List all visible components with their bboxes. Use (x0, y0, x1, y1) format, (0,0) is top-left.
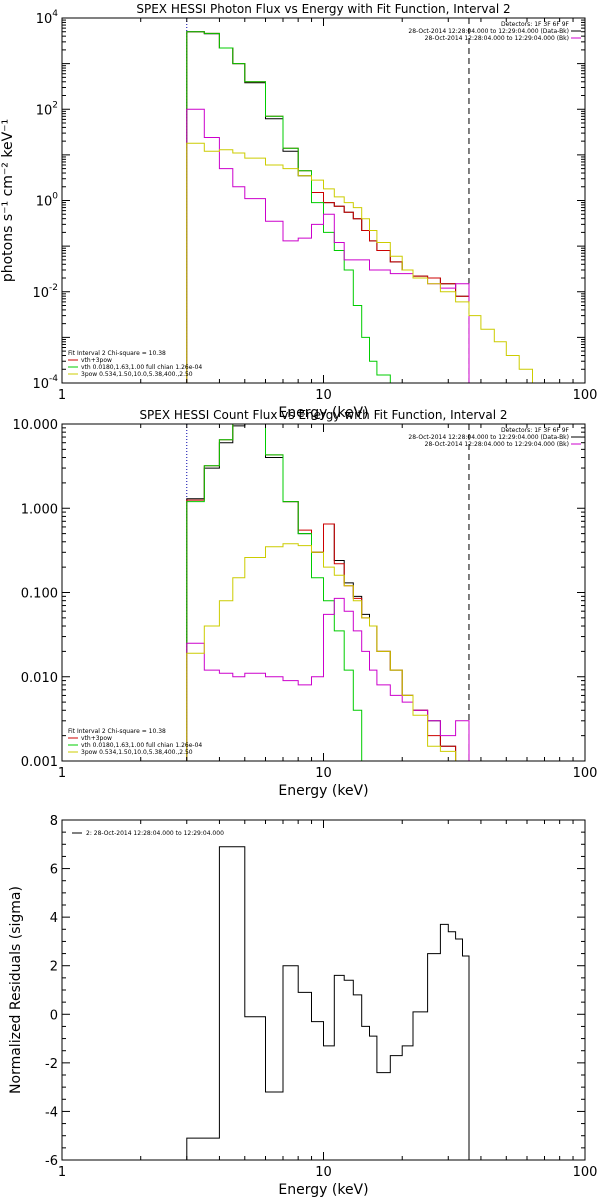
legend-entry: 28-Oct-2014 12:28:04.000 to 12:29:04.000… (425, 35, 569, 42)
chart-title: SPEX HESSI Count Flux vs Energy with Fit… (139, 408, 507, 422)
legend-entry: Detectors: 1F 3F 6F 9F (501, 427, 570, 434)
legend-entry: Detectors: 1F 3F 6F 9F (501, 21, 570, 28)
x-tick-label: 10 (315, 766, 332, 781)
y-tick-label: 4 (50, 911, 58, 926)
y-tick-label: 104 (36, 9, 59, 27)
legend-entry: Fit Interval 2 Chi-square = 10.38 (68, 728, 166, 735)
y-tick-label: 10-4 (32, 374, 58, 392)
y-tick-label: -2 (45, 1057, 58, 1072)
legend-entry: 2: 28-Oct-2014 12:28:04.000 to 12:29:04.… (86, 830, 224, 837)
x-tick-label: 10 (315, 388, 332, 403)
x-axis-label: Energy (keV) (278, 405, 368, 421)
legend-entry: vth+3pow (81, 357, 112, 364)
y-tick-label: 100 (36, 192, 59, 210)
series-3-line (186, 31, 391, 383)
legend-entry: vth+3pow (81, 735, 112, 742)
y-tick-label: 2 (50, 960, 58, 975)
legend-entry: 3pow 0.534,1.50,10.0,5.38,400.,2.50 (81, 749, 193, 756)
y-tick-label: 0.100 (21, 587, 58, 602)
x-tick-label: 100 (573, 1165, 598, 1180)
y-tick-label: 0.010 (21, 671, 58, 686)
chart-3: 1 10 100 -6 -4 -2 0 2 4 6 8 Energy (keV) Normalized … (8, 814, 597, 1198)
x-tick-label: 1 (58, 766, 66, 781)
legend-entry: 28-Oct-2014 12:28:04.000 to 12:29:04.000… (408, 434, 569, 441)
legend-entry: vth 0.0180,1.63,1.00 full chian 1.26e-04 (81, 742, 202, 749)
legend-entry: 3pow 0.534,1.50,10.0,5.38,400.,2.50 (81, 371, 193, 378)
y-tick-label: 0.001 (21, 755, 58, 770)
x-tick-label: 100 (573, 766, 598, 781)
x-axis-label: Energy (keV) (278, 783, 368, 799)
series-2-line (186, 424, 469, 761)
y-axis-label: Normalized Residuals (sigma) (8, 886, 24, 1094)
chart-1: SPEX HESSI Photon Flux vs Energy with Fi… (0, 2, 597, 421)
series-2-line (186, 31, 470, 383)
x-tick-label: 10 (315, 1165, 332, 1180)
x-axis-label: Energy (keV) (278, 1182, 368, 1198)
series-1-line (186, 31, 470, 383)
y-axis-label: photons s⁻¹ cm⁻² keV⁻¹ (0, 119, 16, 282)
x-tick-label: 1 (58, 1165, 66, 1180)
legend-entry: 28-Oct-2014 12:28:04.000 to 12:29:04.000… (408, 28, 569, 35)
y-tick-label: 6 (50, 863, 58, 878)
chart-2: SPEX HESSI Count Flux vs Energy with Fit… (13, 408, 598, 799)
y-tick-label: 10.000 (13, 418, 59, 433)
y-tick-label: 1.000 (21, 502, 58, 517)
y-tick-label: -4 (45, 1105, 58, 1120)
legend-entry: Fit Interval 2 Chi-square = 10.38 (68, 350, 166, 357)
y-tick-label: 10-2 (32, 283, 58, 301)
y-tick-label: 8 (50, 814, 58, 829)
y-tick-label: -6 (45, 1154, 58, 1169)
series-1-line (186, 846, 470, 1160)
legend-entry: vth 0.0180,1.63,1.00 full chian 1.26e-04 (81, 364, 202, 371)
plot-frame (61, 819, 586, 1161)
series-4-line (186, 108, 470, 383)
chart-title: SPEX HESSI Photon Flux vs Energy with Fi… (136, 2, 510, 16)
x-tick-label: 100 (573, 388, 598, 403)
y-tick-label: 102 (36, 100, 58, 118)
series-5-line (186, 142, 533, 383)
series-4-line (186, 597, 470, 761)
series-5-line (186, 543, 469, 761)
y-tick-label: 0 (50, 1008, 58, 1023)
series-3-line (186, 424, 370, 761)
legend-entry: 28-Oct-2014 12:28:04.000 to 12:29:04.000… (425, 441, 569, 448)
x-tick-label: 1 (58, 388, 66, 403)
